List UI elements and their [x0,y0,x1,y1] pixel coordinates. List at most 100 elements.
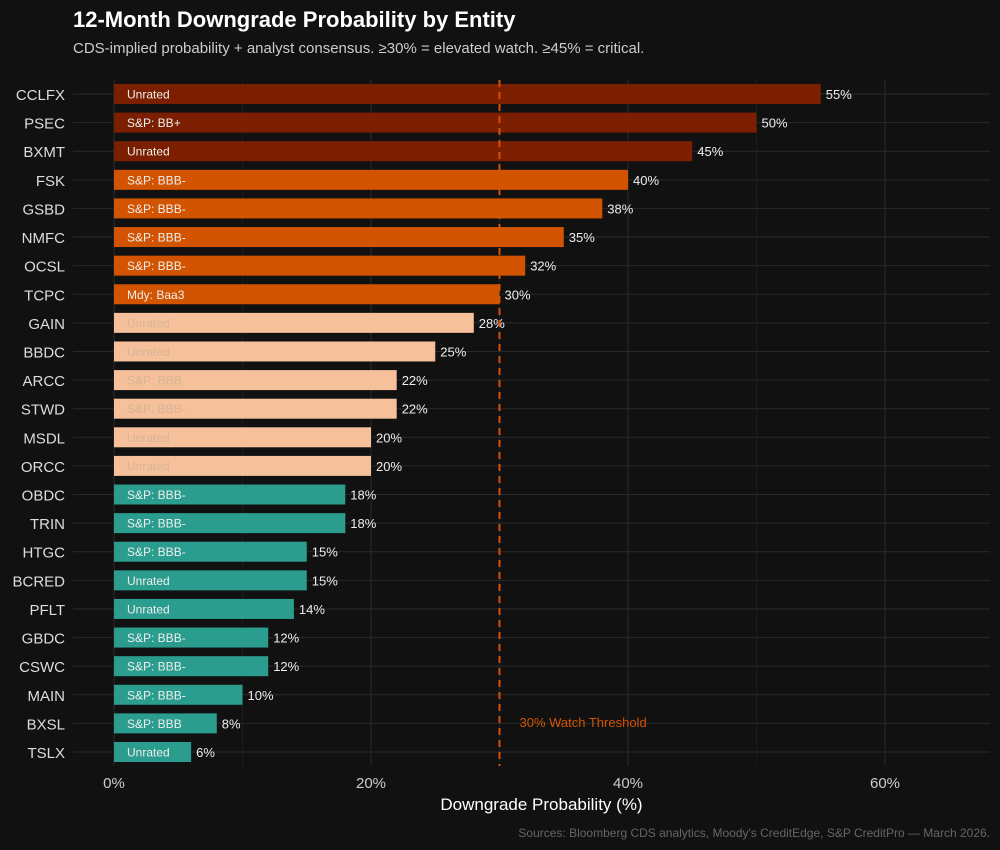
x-tick-label: 0% [103,775,125,792]
rating-label: S&P: BB+ [127,116,181,130]
rating-label: S&P: BBB- [127,488,186,502]
y-tick-label: MSDL [23,430,65,447]
bar-main [114,684,243,705]
bar-gain [114,312,474,333]
rating-label: S&P: BBB- [127,688,186,702]
bar-gsbd [114,198,603,219]
bar-fsk [114,169,628,190]
bar-obdc [114,484,346,505]
y-tick-label: OCSL [24,259,65,276]
y-tick-label: CCLFX [16,87,65,104]
rating-label: Mdy: Baa3 [127,288,185,302]
value-label: 6% [196,745,215,760]
value-label: 8% [222,716,241,731]
value-label: 25% [440,344,466,359]
bar-gbdc [114,627,269,648]
chart-caption: Sources: Bloomberg CDS analytics, Moody'… [518,826,990,840]
bar-nmfc [114,227,564,248]
rating-label: Unrated [127,602,170,616]
y-tick-label: PSEC [24,116,65,133]
rating-label: S&P: BBB- [127,259,186,273]
y-tick-label: FSK [36,173,65,190]
rating-label: S&P: BBB- [127,660,186,674]
y-tick-label: TRIN [30,516,65,533]
rating-label: S&P: BBB- [127,202,186,216]
y-tick-label: PFLT [29,602,65,619]
y-tick-label: GAIN [28,316,65,333]
value-label: 38% [607,201,633,216]
y-tick-label: MAIN [28,688,66,705]
bar-bcred [114,570,307,591]
rating-label: Unrated [127,145,170,159]
rating-label: Unrated [127,431,170,445]
rating-label: Unrated [127,574,170,588]
chart-title: 12-Month Downgrade Probability by Entity [73,7,516,32]
y-tick-label: STWD [21,402,65,419]
x-axis-title: Downgrade Probability (%) [440,795,642,814]
rating-label: S&P: BBB [127,717,182,731]
bar-trin [114,513,346,534]
rating-label: S&P: BBB- [127,545,186,559]
value-label: 45% [697,144,723,159]
y-tick-label: BXSL [27,716,65,733]
bar-tcpc [114,284,500,305]
y-tick-label: ARCC [22,373,65,390]
x-tick-label: 60% [870,775,900,792]
value-label: 14% [299,602,325,617]
y-tick-label: NMFC [22,230,65,247]
value-label: 10% [248,688,274,703]
bar-bxsl [114,713,217,734]
bar-bxmt [114,141,693,162]
x-tick-label: 40% [613,775,643,792]
rating-label: Unrated [127,345,170,359]
bar-psec [114,112,757,133]
bar-orcc [114,455,371,476]
value-label: 12% [273,631,299,646]
bar-stwd [114,398,397,419]
value-label: 15% [312,545,338,560]
value-label: 20% [376,430,402,445]
y-tick-label: GSBD [22,201,65,218]
value-label: 15% [312,573,338,588]
bar-htgc [114,541,307,562]
value-label: 55% [826,87,852,102]
y-tick-label: CSWC [19,659,65,676]
bar-cclfx [114,84,821,104]
x-tick-label: 20% [356,775,386,792]
value-label: 30% [505,287,531,302]
value-label: 35% [569,230,595,245]
rating-label: S&P: BBB- [127,517,186,531]
chart-subtitle: CDS-implied probability + analyst consen… [73,40,645,57]
value-label: 22% [402,373,428,388]
bar-cswc [114,656,269,677]
bar-bbdc [114,341,436,362]
rating-label: Unrated [127,459,170,473]
y-tick-label: ORCC [21,459,65,476]
value-label: 28% [479,316,505,331]
rating-label: Unrated [127,316,170,330]
y-tick-label: OBDC [22,488,66,505]
value-label: 18% [350,516,376,531]
y-tick-label: TSLX [27,745,65,762]
bar-ocsl [114,255,526,276]
value-label: 40% [633,173,659,188]
bar-pflt [114,598,294,619]
bar-tslx [114,742,192,762]
bar-msdl [114,427,371,448]
value-label: 50% [762,116,788,131]
y-tick-label: BCRED [12,573,65,590]
threshold-label: 30% Watch Threshold [520,715,647,730]
bar-arcc [114,370,397,391]
rating-label: S&P: BBB- [127,402,186,416]
y-tick-label: BXMT [23,144,65,161]
rating-label: S&P: BBB- [127,231,186,245]
y-tick-label: TCPC [24,287,65,304]
value-label: 20% [376,459,402,474]
value-label: 18% [350,488,376,503]
value-label: 12% [273,659,299,674]
rating-label: Unrated [127,88,170,102]
value-label: 32% [530,259,556,274]
y-tick-label: BBDC [23,344,65,361]
rating-label: S&P: BBB [127,374,182,388]
